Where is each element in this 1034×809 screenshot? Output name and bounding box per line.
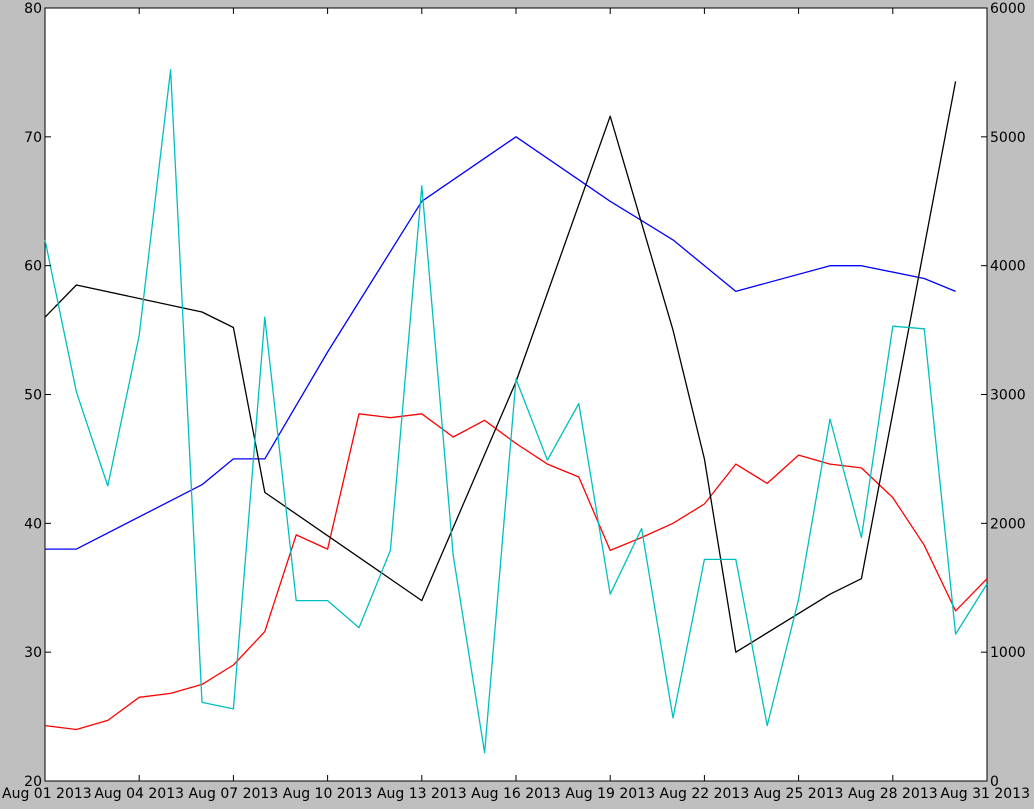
y-right-tick-label: 6000 (990, 1, 1026, 17)
y-left-tick-label: 40 (24, 516, 42, 532)
x-tick-label: Aug 16 2013 (471, 786, 561, 802)
series-line-4 (44, 69, 988, 754)
x-tick-label: Aug 22 2013 (660, 786, 750, 802)
x-tick-label: Aug 19 2013 (565, 786, 655, 802)
x-tick-label: Aug 10 2013 (283, 786, 373, 802)
y-left-tick-label: 50 (24, 388, 42, 404)
y-left-tick-label: 60 (24, 259, 42, 275)
series-line-3 (44, 81, 957, 653)
y-right-tick-label: 0 (990, 774, 999, 790)
y-right-tick-label: 4000 (990, 259, 1026, 275)
x-tick-label: Aug 25 2013 (754, 786, 844, 802)
y-left-tick-label: 70 (24, 130, 42, 146)
series-line-2 (44, 413, 988, 731)
x-tick-label: Aug 07 2013 (189, 786, 279, 802)
y-left-tick-label: 80 (24, 1, 42, 17)
y-left-tick-label: 30 (24, 645, 42, 661)
series-lines (44, 69, 988, 754)
x-tick-label: Aug 01 2013 (2, 786, 92, 802)
y-right-tick-label: 1000 (990, 645, 1026, 661)
y-right-tick-label: 2000 (990, 516, 1026, 532)
x-tick-label: Aug 28 2013 (848, 786, 938, 802)
y-right-tick-label: 3000 (990, 388, 1026, 404)
x-tick-label: Aug 13 2013 (377, 786, 467, 802)
y-left-tick-label: 20 (24, 774, 42, 790)
series-line-1 (45, 136, 956, 550)
x-tick-label: Aug 04 2013 (94, 786, 184, 802)
y-right-tick-label: 5000 (990, 130, 1026, 146)
x-tick-label: Aug 31 2013 (940, 786, 1030, 802)
